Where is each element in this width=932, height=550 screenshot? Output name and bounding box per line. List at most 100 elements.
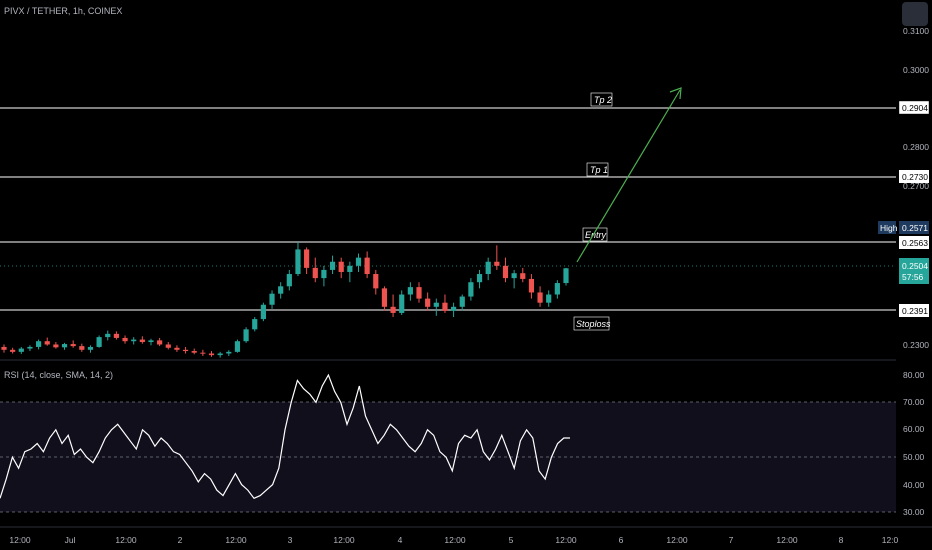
candle-body[interactable] xyxy=(494,261,500,266)
time-axis[interactable]: 12:00 Jul 12:00 2 12:00 3 12:00 4 12:00 5 12:00 6 12… xyxy=(9,535,898,545)
candle-body[interactable] xyxy=(131,339,137,342)
price-tick: 0.3000 xyxy=(903,65,929,75)
candle-body[interactable] xyxy=(520,273,526,279)
rsi-tick: 70.00 xyxy=(903,397,925,407)
price-tick: 0.2300 xyxy=(903,340,929,350)
candle-body[interactable] xyxy=(191,351,197,353)
candle-body[interactable] xyxy=(139,339,145,343)
candle-body[interactable] xyxy=(442,302,448,311)
candle-body[interactable] xyxy=(243,329,249,342)
price-axis[interactable]: 0.3100 0.3000 0.2800 0.2700 0.2300 xyxy=(903,26,929,350)
candle-body[interactable] xyxy=(27,346,33,349)
candle-body[interactable] xyxy=(61,344,68,348)
candle-body[interactable] xyxy=(70,344,76,347)
time-label: 5 xyxy=(509,535,514,545)
candle-body[interactable] xyxy=(338,261,344,272)
candle-body[interactable] xyxy=(554,283,560,295)
candle-body[interactable] xyxy=(511,273,517,279)
candle-body[interactable] xyxy=(390,306,396,313)
candle-body[interactable] xyxy=(252,319,258,330)
candle-body[interactable] xyxy=(35,341,42,347)
candle-body[interactable] xyxy=(537,292,543,303)
price-pane[interactable] xyxy=(0,0,896,360)
candle-body[interactable] xyxy=(234,341,241,352)
stoploss-label[interactable]: Stoploss xyxy=(576,319,611,329)
candle-body[interactable] xyxy=(563,268,569,284)
chart-settings-button[interactable] xyxy=(902,2,928,26)
level-annotations[interactable]: Tp 2 Tp 1 Entry Stoploss xyxy=(573,92,613,331)
candle-body[interactable] xyxy=(10,349,16,352)
candle-body[interactable] xyxy=(433,302,439,307)
candle-body[interactable] xyxy=(364,257,370,275)
candle-body[interactable] xyxy=(18,348,24,352)
rsi-tick: 50.00 xyxy=(903,452,925,462)
candle-body[interactable] xyxy=(459,296,465,307)
candle-body[interactable] xyxy=(528,278,535,293)
candlestick-series[interactable] xyxy=(1,242,569,358)
candle-body[interactable] xyxy=(329,261,336,270)
stoploss-price-tag: 0.2391 xyxy=(902,306,928,316)
candle-body[interactable] xyxy=(321,269,327,279)
candle-body[interactable] xyxy=(105,333,111,338)
entry-label[interactable]: Entry xyxy=(585,230,607,240)
level-lines[interactable] xyxy=(0,107,896,311)
candle-body[interactable] xyxy=(425,298,431,307)
rsi-tick: 30.00 xyxy=(903,507,925,517)
candle-body[interactable] xyxy=(157,340,163,345)
candle-body[interactable] xyxy=(182,349,189,352)
candle-body[interactable] xyxy=(355,257,362,266)
candle-body[interactable] xyxy=(304,249,310,268)
candle-body[interactable] xyxy=(260,304,266,320)
candle-body[interactable] xyxy=(165,344,171,348)
candle-body[interactable] xyxy=(451,306,457,311)
candle-body[interactable] xyxy=(148,340,154,343)
candle-body[interactable] xyxy=(468,282,474,297)
target-arrow[interactable] xyxy=(576,87,682,263)
candle-body[interactable] xyxy=(381,288,388,307)
candle-body[interactable] xyxy=(200,352,206,354)
time-label: 4 xyxy=(398,535,403,545)
time-label: 2 xyxy=(178,535,183,545)
rsi-line[interactable] xyxy=(0,373,570,500)
candle-body[interactable] xyxy=(208,353,215,356)
candle-body[interactable] xyxy=(502,265,509,279)
candle-body[interactable] xyxy=(286,274,292,287)
high-tag-label: High xyxy=(880,223,898,233)
time-label: 12:00 xyxy=(225,535,247,545)
candle-body[interactable] xyxy=(44,341,50,345)
candle-body[interactable] xyxy=(269,293,275,305)
candle-body[interactable] xyxy=(278,286,284,294)
candle-body[interactable] xyxy=(226,351,232,354)
tp2-label[interactable]: Tp 2 xyxy=(594,95,612,105)
candle-body[interactable] xyxy=(312,267,318,279)
candle-body[interactable] xyxy=(174,347,180,350)
time-label: 12:00 xyxy=(666,535,688,545)
time-label: 12:00 xyxy=(444,535,466,545)
candle-body[interactable] xyxy=(407,287,413,295)
candle-body[interactable] xyxy=(113,333,119,338)
candle-body[interactable] xyxy=(399,294,405,313)
rsi-indicator-label[interactable]: RSI (14, close, SMA, 14, 2) xyxy=(4,370,114,380)
rsi-axis[interactable]: 80.00 70.00 60.00 50.00 40.00 30.00 xyxy=(903,370,925,517)
last-price-value: 0.2504 xyxy=(902,261,928,271)
candle-body[interactable] xyxy=(416,287,422,299)
candle-body[interactable] xyxy=(87,346,94,350)
candle-body[interactable] xyxy=(347,265,353,272)
symbol-header[interactable]: PIVX / TETHER, 1h, COINEX xyxy=(4,6,123,16)
tp1-label[interactable]: Tp 1 xyxy=(590,165,608,175)
candle-body[interactable] xyxy=(546,294,552,303)
candle-body[interactable] xyxy=(1,346,7,350)
candle-body[interactable] xyxy=(79,346,85,350)
candle-body[interactable] xyxy=(485,261,491,275)
candle-body[interactable] xyxy=(96,337,102,347)
time-label: 12:00 xyxy=(333,535,355,545)
candle-body[interactable] xyxy=(295,249,301,275)
time-label: 12:0 xyxy=(882,535,899,545)
candle-body[interactable] xyxy=(217,353,223,356)
time-label: 12:00 xyxy=(115,535,137,545)
candle-body[interactable] xyxy=(373,274,379,289)
candle-body[interactable] xyxy=(53,344,59,348)
candle-body[interactable] xyxy=(476,274,483,283)
candle-body[interactable] xyxy=(122,337,128,342)
